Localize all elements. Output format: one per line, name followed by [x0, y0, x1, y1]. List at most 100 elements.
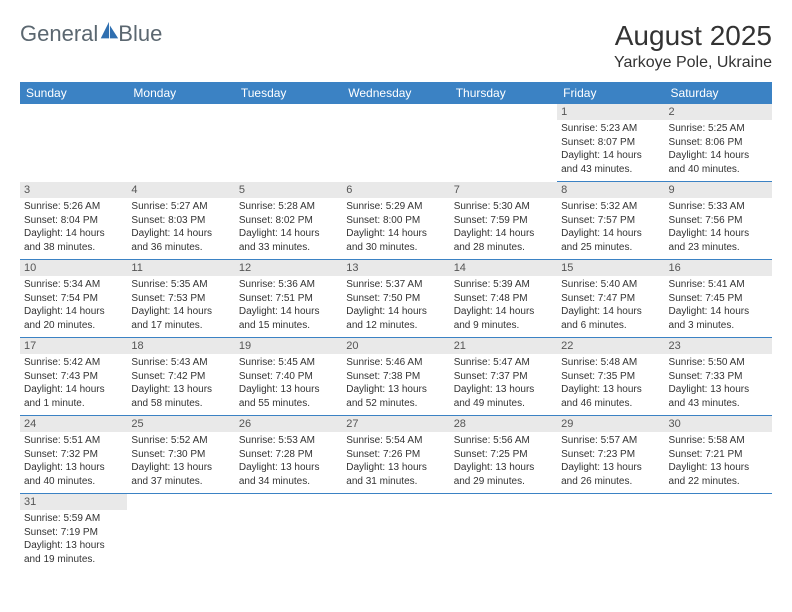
sunset-text: Sunset: 8:07 PM — [561, 136, 660, 150]
sunset-text: Sunset: 7:57 PM — [561, 214, 660, 228]
calendar-cell: 7Sunrise: 5:30 AMSunset: 7:59 PMDaylight… — [450, 182, 557, 260]
sunrise-text: Sunrise: 5:33 AM — [669, 200, 768, 214]
sunrise-text: Sunrise: 5:29 AM — [346, 200, 445, 214]
day-details: Sunrise: 5:46 AMSunset: 7:38 PMDaylight:… — [346, 356, 445, 410]
sunrise-text: Sunrise: 5:41 AM — [669, 278, 768, 292]
day-number: 11 — [127, 260, 234, 276]
day-number: 12 — [235, 260, 342, 276]
sunrise-text: Sunrise: 5:39 AM — [454, 278, 553, 292]
day-details: Sunrise: 5:41 AMSunset: 7:45 PMDaylight:… — [669, 278, 768, 332]
calendar-cell: 20Sunrise: 5:46 AMSunset: 7:38 PMDayligh… — [342, 338, 449, 416]
daylight-text: Daylight: 14 hours and 25 minutes. — [561, 227, 660, 254]
calendar-cell: 18Sunrise: 5:43 AMSunset: 7:42 PMDayligh… — [127, 338, 234, 416]
calendar-cell: 26Sunrise: 5:53 AMSunset: 7:28 PMDayligh… — [235, 416, 342, 494]
calendar-cell: 21Sunrise: 5:47 AMSunset: 7:37 PMDayligh… — [450, 338, 557, 416]
calendar-cell: 22 Sunrise: 5:48 AMSunset: 7:35 PMDayligh… — [557, 338, 664, 416]
sunset-text: Sunset: 7:42 PM — [131, 370, 230, 384]
day-details: Sunrise: 5:25 AMSunset: 8:06 PMDaylight:… — [669, 122, 768, 176]
table-row: 31Sunrise: 5:59 AMSunset: 7:19 PMDayligh… — [20, 494, 772, 572]
day-number: 22 — [557, 338, 664, 354]
table-row: 24Sunrise: 5:51 AMSunset: 7:32 PMDayligh… — [20, 416, 772, 494]
sunrise-text: Sunrise: 5:48 AM — [561, 356, 660, 370]
day-details: Sunrise: 5:47 AMSunset: 7:37 PMDaylight:… — [454, 356, 553, 410]
table-row: 3 Sunrise: 5:26 AMSunset: 8:04 PMDaylight… — [20, 182, 772, 260]
calendar-cell — [665, 494, 772, 572]
day-details: Sunrise: 5:23 AMSunset: 8:07 PMDaylight:… — [561, 122, 660, 176]
sunset-text: Sunset: 7:53 PM — [131, 292, 230, 306]
calendar-cell: 19Sunrise: 5:45 AMSunset: 7:40 PMDayligh… — [235, 338, 342, 416]
sunset-text: Sunset: 8:00 PM — [346, 214, 445, 228]
day-details: Sunrise: 5:37 AMSunset: 7:50 PMDaylight:… — [346, 278, 445, 332]
sunset-text: Sunset: 7:25 PM — [454, 448, 553, 462]
day-number: 19 — [235, 338, 342, 354]
sunset-text: Sunset: 7:19 PM — [24, 526, 123, 540]
sunset-text: Sunset: 7:21 PM — [669, 448, 768, 462]
sunrise-text: Sunrise: 5:23 AM — [561, 122, 660, 136]
sunset-text: Sunset: 7:51 PM — [239, 292, 338, 306]
sunset-text: Sunset: 7:38 PM — [346, 370, 445, 384]
daylight-text: Daylight: 13 hours and 31 minutes. — [346, 461, 445, 488]
day-number: 17 — [20, 338, 127, 354]
daylight-text: Daylight: 13 hours and 52 minutes. — [346, 383, 445, 410]
calendar-cell: 27Sunrise: 5:54 AMSunset: 7:26 PMDayligh… — [342, 416, 449, 494]
daylight-text: Daylight: 13 hours and 40 minutes. — [24, 461, 123, 488]
location-label: Yarkoye Pole, Ukraine — [614, 54, 772, 72]
daylight-text: Daylight: 14 hours and 12 minutes. — [346, 305, 445, 332]
day-number: 26 — [235, 416, 342, 432]
calendar-body: 1Sunrise: 5:23 AMSunset: 8:07 PMDaylight… — [20, 104, 772, 572]
sunset-text: Sunset: 7:26 PM — [346, 448, 445, 462]
day-details: Sunrise: 5:26 AMSunset: 8:04 PMDaylight:… — [24, 200, 123, 254]
day-number: 2 — [665, 104, 772, 120]
daylight-text: Daylight: 14 hours and 15 minutes. — [239, 305, 338, 332]
daylight-text: Daylight: 14 hours and 28 minutes. — [454, 227, 553, 254]
day-number: 1 — [557, 104, 664, 120]
sunset-text: Sunset: 7:50 PM — [346, 292, 445, 306]
day-number: 10 — [20, 260, 127, 276]
weekday-header: Wednesday — [342, 82, 449, 104]
calendar-cell: 23Sunrise: 5:50 AMSunset: 7:33 PMDayligh… — [665, 338, 772, 416]
weekday-header: Saturday — [665, 82, 772, 104]
day-number: 3 — [20, 182, 127, 198]
logo-sail-icon — [98, 20, 120, 42]
sunrise-text: Sunrise: 5:51 AM — [24, 434, 123, 448]
sunrise-text: Sunrise: 5:32 AM — [561, 200, 660, 214]
day-details: Sunrise: 5:42 AMSunset: 7:43 PMDaylight:… — [24, 356, 123, 410]
day-details: Sunrise: 5:56 AMSunset: 7:25 PMDaylight:… — [454, 434, 553, 488]
sunset-text: Sunset: 7:37 PM — [454, 370, 553, 384]
daylight-text: Daylight: 13 hours and 19 minutes. — [24, 539, 123, 566]
sunrise-text: Sunrise: 5:28 AM — [239, 200, 338, 214]
logo: General Blue — [20, 20, 162, 48]
day-details: Sunrise: 5:58 AMSunset: 7:21 PMDaylight:… — [669, 434, 768, 488]
daylight-text: Daylight: 13 hours and 26 minutes. — [561, 461, 660, 488]
day-number: 16 — [665, 260, 772, 276]
sunset-text: Sunset: 7:48 PM — [454, 292, 553, 306]
calendar-cell: 15Sunrise: 5:40 AMSunset: 7:47 PMDayligh… — [557, 260, 664, 338]
calendar-cell — [20, 104, 127, 182]
sunset-text: Sunset: 7:23 PM — [561, 448, 660, 462]
calendar-cell: 29Sunrise: 5:57 AMSunset: 7:23 PMDayligh… — [557, 416, 664, 494]
calendar-cell: 24Sunrise: 5:51 AMSunset: 7:32 PMDayligh… — [20, 416, 127, 494]
calendar-cell — [342, 104, 449, 182]
day-number: 8 — [557, 182, 664, 198]
day-details: Sunrise: 5:48 AMSunset: 7:35 PMDaylight:… — [561, 356, 660, 410]
sunset-text: Sunset: 8:03 PM — [131, 214, 230, 228]
calendar-cell: 2 Sunrise: 5:25 AMSunset: 8:06 PMDaylight… — [665, 104, 772, 182]
calendar-cell: 4Sunrise: 5:27 AMSunset: 8:03 PMDaylight… — [127, 182, 234, 260]
month-title: August 2025 — [614, 20, 772, 52]
day-details: Sunrise: 5:50 AMSunset: 7:33 PMDaylight:… — [669, 356, 768, 410]
sunrise-text: Sunrise: 5:45 AM — [239, 356, 338, 370]
daylight-text: Daylight: 14 hours and 23 minutes. — [669, 227, 768, 254]
sunset-text: Sunset: 8:02 PM — [239, 214, 338, 228]
day-number: 6 — [342, 182, 449, 198]
daylight-text: Daylight: 13 hours and 49 minutes. — [454, 383, 553, 410]
day-details: Sunrise: 5:29 AMSunset: 8:00 PMDaylight:… — [346, 200, 445, 254]
calendar-cell: 12 Sunrise: 5:36 AMSunset: 7:51 PMDayligh… — [235, 260, 342, 338]
sunrise-text: Sunrise: 5:43 AM — [131, 356, 230, 370]
daylight-text: Daylight: 13 hours and 46 minutes. — [561, 383, 660, 410]
day-details: Sunrise: 5:36 AMSunset: 7:51 PMDaylight:… — [239, 278, 338, 332]
calendar-cell: 5Sunrise: 5:28 AMSunset: 8:02 PMDaylight… — [235, 182, 342, 260]
day-details: Sunrise: 5:27 AMSunset: 8:03 PMDaylight:… — [131, 200, 230, 254]
day-details: Sunrise: 5:51 AMSunset: 7:32 PMDaylight:… — [24, 434, 123, 488]
day-number: 9 — [665, 182, 772, 198]
day-number: 13 — [342, 260, 449, 276]
